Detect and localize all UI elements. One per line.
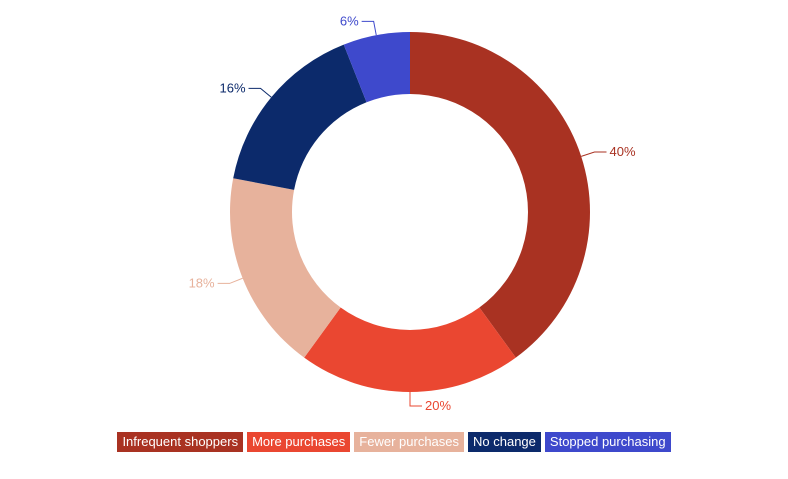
donut-slices xyxy=(230,32,590,392)
legend-item-stopped-purchasing[interactable]: Stopped purchasing xyxy=(544,432,671,452)
slice-more-purchases[interactable] xyxy=(304,307,516,392)
label-fewer-purchases: 18% xyxy=(189,275,215,290)
leader-more-purchases xyxy=(409,392,422,407)
label-leaders xyxy=(217,20,607,407)
leader-infrequent-shoppers xyxy=(581,151,607,157)
chart-legend: Infrequent shoppers More purchases Fewer p… xyxy=(0,432,788,454)
legend-item-fewer-purchases[interactable]: Fewer purchases xyxy=(354,432,465,452)
slice-fewer-purchases[interactable] xyxy=(230,178,341,358)
legend-item-no-change[interactable]: No change xyxy=(468,432,541,452)
leader-stopped-purchasing xyxy=(361,20,377,36)
legend-item-infrequent-shoppers[interactable]: Infrequent shoppers xyxy=(117,432,244,452)
slice-stopped-purchasing[interactable] xyxy=(343,32,410,103)
label-more-purchases: 20% xyxy=(425,398,451,413)
slice-no-change[interactable] xyxy=(233,44,367,190)
legend-item-more-purchases[interactable]: More purchases xyxy=(247,432,351,452)
leader-fewer-purchases xyxy=(217,277,243,284)
label-infrequent-shoppers: 40% xyxy=(610,144,636,159)
slice-labels: 40% 20% 18% 16% 6% xyxy=(189,13,636,413)
label-no-change: 16% xyxy=(219,80,245,95)
leader-no-change xyxy=(248,87,272,98)
slice-infrequent-shoppers[interactable] xyxy=(410,32,590,358)
label-stopped-purchasing: 6% xyxy=(340,13,359,28)
